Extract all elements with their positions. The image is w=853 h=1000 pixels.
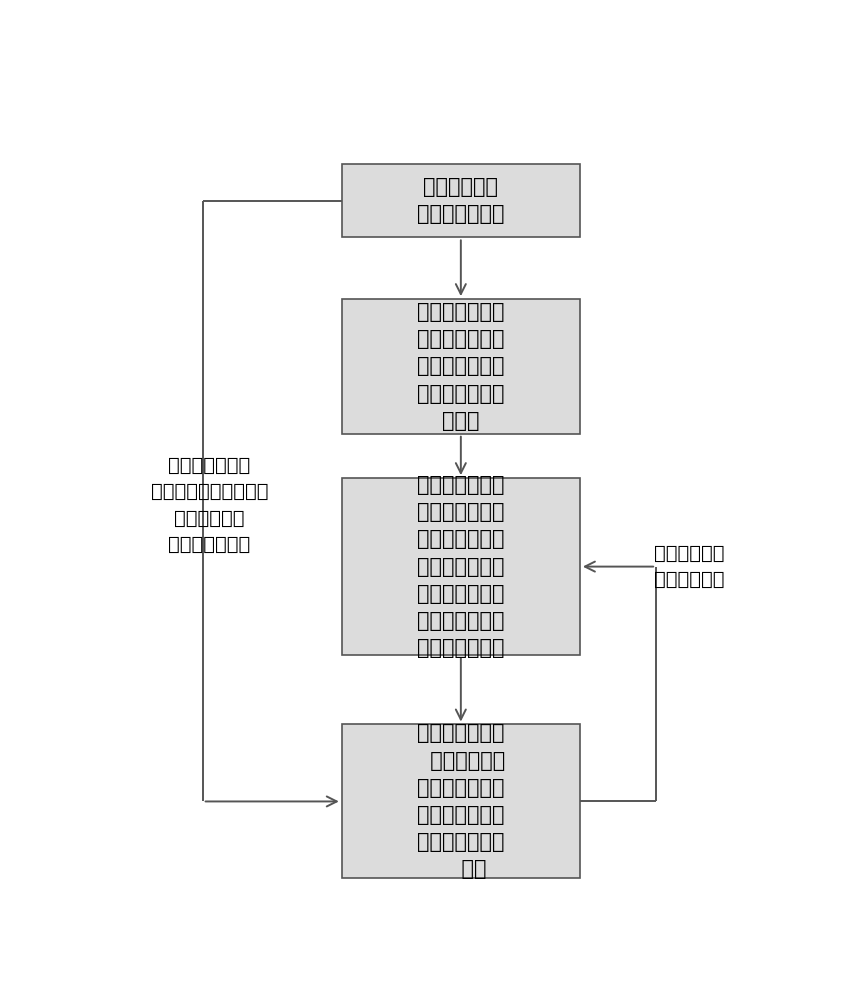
Text: 改变发电单元
所接入的负载: 改变发电单元 所接入的负载 [653, 544, 723, 589]
Bar [341, 478, 579, 655]
Text: 改变测量电感时
通入直流偏执电压值，
从而改变测量
电感的饱和程度: 改变测量电感时 通入直流偏执电压值， 从而改变测量 电感的饱和程度 [150, 456, 268, 554]
Text: 利用傅里叶分解
处理电感曲线，
得到某一状态下
等效测试输入的
相电流: 利用傅里叶分解 处理电感曲线， 得到某一状态下 等效测试输入的 相电流 [416, 302, 504, 431]
Bar [341, 164, 579, 237]
Text: 部分单元接驱动
器电动运行；部
分单元接负载电
阻，发电运行。
测试等效状态下
电机的转矩波动
和发电单元电流: 部分单元接驱动 器电动运行；部 分单元接负载电 阻，发电运行。 测试等效状态下 … [416, 475, 504, 658]
Text: 测量电机绕组
自感和互感曲线: 测量电机绕组 自感和互感曲线 [416, 177, 504, 224]
Bar [341, 299, 579, 434]
Bar [341, 724, 579, 878]
Text: 计算互感不对称
  带来的转矩波
动，并从测试结
果中扣除，得到
电机的转矩波动
    曲线: 计算互感不对称 带来的转矩波 动，并从测试结 果中扣除，得到 电机的转矩波动 曲… [416, 723, 504, 879]
